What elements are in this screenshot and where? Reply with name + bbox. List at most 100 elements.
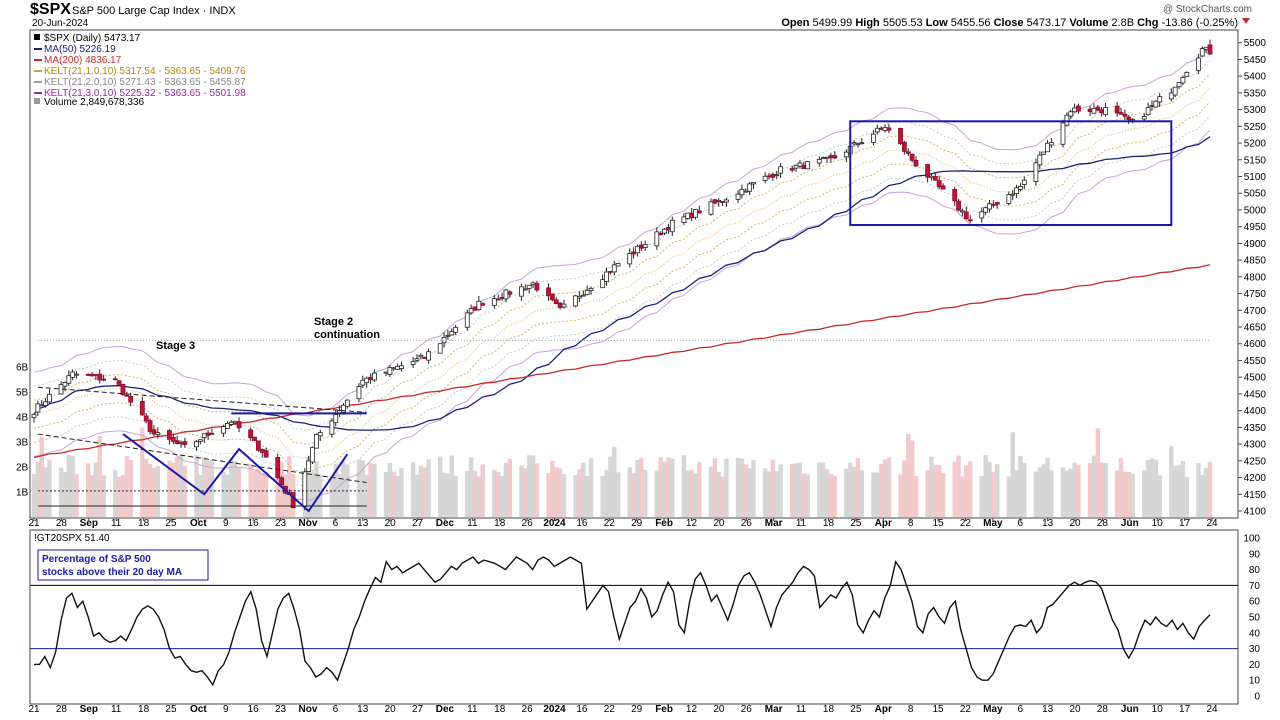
volume-bar — [523, 468, 528, 517]
x-tick-label: 29 — [631, 518, 643, 529]
x-tick-label: 20 — [1069, 518, 1081, 529]
volume-bar — [987, 461, 992, 517]
volume-bar — [360, 460, 366, 517]
x-tick-label: 27 — [412, 518, 424, 529]
candle-up — [395, 365, 401, 370]
candle-up — [716, 199, 722, 202]
candle-up — [228, 421, 234, 425]
volume-bar — [666, 457, 671, 517]
x-tick-label: 18 — [138, 518, 150, 529]
breadth-x-tick-label: 13 — [357, 704, 369, 715]
volume-bar — [581, 462, 586, 517]
volume-bar — [573, 475, 578, 517]
candle-up — [491, 298, 497, 306]
volume-bar — [612, 446, 617, 517]
candle-up — [693, 209, 698, 218]
y-tick-label: 4650 — [1244, 323, 1267, 334]
volume-bar — [526, 455, 532, 517]
candle-up — [871, 133, 876, 143]
x-tick-label: Jun — [1121, 518, 1139, 529]
volume-bar — [202, 457, 207, 517]
candle-up — [983, 207, 989, 213]
volume-bar — [128, 459, 133, 517]
candle-up — [387, 367, 393, 375]
volume-bar — [221, 471, 226, 517]
x-tick-label: 17 — [1179, 518, 1191, 529]
volume-bar — [113, 469, 118, 517]
volume-bar — [368, 463, 373, 517]
volume-bar — [1045, 458, 1050, 517]
candle-up — [383, 371, 389, 374]
candle-down — [801, 164, 807, 169]
x-tick-label: 2024 — [543, 518, 566, 529]
candle-up — [360, 379, 366, 386]
volume-bar — [1072, 462, 1077, 517]
y-tick-label: 5200 — [1244, 139, 1267, 150]
candle-down — [925, 164, 931, 178]
volume-bar — [171, 462, 176, 517]
candle-up — [530, 282, 536, 286]
breadth-x-tick-label: 6 — [1017, 704, 1023, 715]
x-tick-label: 25 — [850, 518, 862, 529]
candle-up — [1068, 111, 1074, 117]
candle-down — [472, 306, 478, 311]
candle-up — [1048, 142, 1054, 146]
volume-bar — [778, 464, 783, 517]
volume-bar — [708, 466, 714, 517]
copyright: @ StockCharts.com — [1163, 4, 1252, 15]
volume-bar — [476, 476, 482, 517]
volume-tick-label: 3B — [16, 438, 29, 449]
volume-bar — [256, 467, 261, 517]
volume-bar — [716, 471, 721, 517]
breadth-y-tick-label: 70 — [1249, 581, 1261, 592]
breadth-y-tick-label: 0 — [1254, 692, 1260, 703]
candle-up — [577, 295, 582, 299]
candle-up — [155, 432, 161, 436]
breadth-x-tick-label: 18 — [494, 704, 506, 715]
volume-bar — [1014, 470, 1019, 517]
volume-bar — [530, 455, 536, 517]
breadth-x-tick-label: 28 — [56, 704, 68, 715]
candle-up — [604, 271, 609, 282]
candle-down — [124, 394, 130, 397]
candle-up — [724, 199, 729, 203]
candle-up — [310, 446, 315, 463]
candle-up — [333, 414, 339, 424]
volume-bar — [878, 463, 884, 517]
consolidation-box — [849, 120, 1173, 226]
kelt1-lower-band — [33, 101, 1211, 473]
volume-bar — [805, 474, 810, 517]
volume-bar — [1180, 461, 1186, 517]
volume-bar — [964, 465, 969, 517]
candle-down — [666, 227, 671, 231]
x-tick-label: 22 — [960, 518, 972, 529]
volume-bar — [600, 476, 605, 517]
volume-bar — [47, 459, 52, 517]
volume-bar — [913, 476, 919, 517]
ohlc-summary: Open 5499.99 High 5505.53 Low 5455.56 Cl… — [781, 17, 1238, 29]
candle-down — [422, 357, 428, 359]
volume-bar — [902, 460, 907, 517]
breadth-description-line1: Percentage of S&P 500 — [42, 554, 151, 565]
candle-up — [232, 420, 238, 424]
volume-bar — [824, 469, 830, 517]
volume-bar — [1196, 463, 1201, 517]
x-tick-label: 16 — [576, 518, 588, 529]
volume-bar — [855, 458, 861, 517]
kelt3-lower-band — [33, 130, 1211, 501]
volume-bar — [952, 461, 957, 517]
candle-down — [905, 151, 911, 154]
volume-bar — [588, 458, 594, 517]
candle-up — [464, 312, 470, 328]
breadth-x-tick-label: 23 — [275, 704, 287, 715]
volume-bar — [283, 474, 288, 517]
breadth-x-tick-label: 15 — [932, 704, 944, 715]
candle-up — [611, 264, 617, 273]
volume-bar — [801, 473, 807, 517]
volume-bar — [232, 460, 238, 517]
volume-bar — [364, 474, 369, 517]
breadth-x-tick-label: 8 — [908, 704, 914, 715]
candle-down — [499, 297, 505, 299]
candle-up — [519, 286, 524, 297]
